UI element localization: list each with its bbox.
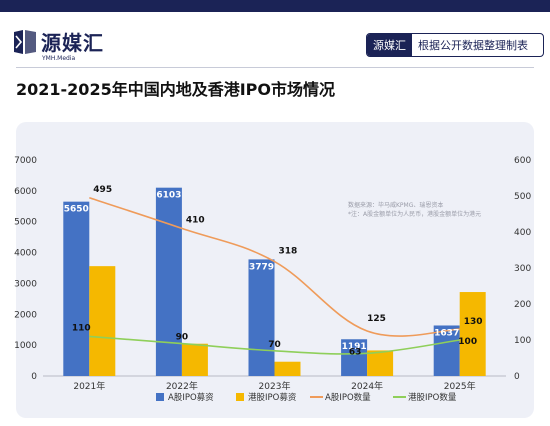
line-label-a-share-count: 410 [186, 215, 205, 225]
y-left-tick-label: 6000 [14, 187, 37, 197]
line-label-a-share-count: 130 [464, 317, 483, 327]
bar-label-a-share-fund: 6103 [156, 191, 181, 201]
y-right-tick-label: 500 [514, 192, 531, 202]
bar-a-share-fund [248, 259, 275, 376]
x-tick-label: 2023年 [259, 380, 291, 392]
y-left-tick-label: 3000 [14, 279, 37, 289]
line-label-hk-count: 100 [458, 337, 477, 347]
line-label-hk-count: 110 [72, 323, 91, 333]
bar-hk-fund [367, 350, 394, 376]
brand-logo: 源媒汇 YMH.Media [14, 27, 134, 67]
bar-a-share-fund [63, 201, 90, 376]
y-left-tick-label: 7000 [14, 156, 37, 166]
legend-label: 港股IPO募资 [248, 392, 297, 403]
y-left-tick-label: 5000 [14, 218, 37, 228]
badge-brand: 源媒汇 [367, 34, 412, 56]
bar-label-a-share-fund: 5650 [64, 205, 89, 215]
y-right-tick-label: 300 [514, 264, 531, 274]
legend-swatch [236, 393, 244, 401]
bar-label-a-share-fund: 1191 [342, 342, 367, 352]
bar-a-share-fund [155, 187, 182, 376]
bar-a-share-fund [341, 339, 368, 376]
logo-icon [14, 30, 36, 54]
x-tick-label: 2024年 [351, 380, 383, 392]
legend-label: A股IPO募资 [168, 392, 214, 403]
bar-hk-fund [274, 361, 301, 376]
bar-hk-fund [459, 292, 486, 376]
line-label-hk-count: 63 [349, 347, 362, 357]
brand-sub: YMH.Media [42, 55, 76, 62]
x-tick-label: 2021年 [73, 380, 105, 392]
y-left-tick-label: 0 [31, 372, 37, 382]
brand-name: 源媒汇 [41, 31, 104, 55]
chart-note: 数据来源：毕马威KPMG、瑞恩资本 [348, 201, 443, 209]
x-tick-label: 2025年 [444, 380, 476, 392]
badge-note: 根据公开数据整理制表 [418, 39, 528, 52]
bar-label-hk-fund: 1046 [182, 347, 207, 357]
bar-label-hk-fund: 829 [371, 353, 390, 363]
y-right-tick-label: 100 [514, 336, 531, 346]
y-right-tick-label: 0 [514, 372, 520, 382]
chart-note: *注：A股金额单位为人民币，港股金额单位为港元 [348, 210, 481, 218]
page-title: 2021-2025年中国内地及香港IPO市场情况 [16, 80, 335, 99]
y-left-tick-label: 2000 [14, 310, 37, 320]
bar-label-a-share-fund: 3779 [249, 262, 274, 272]
line-label-a-share-count: 495 [93, 185, 112, 195]
line-label-a-share-count: 125 [367, 314, 386, 324]
bar-hk-fund [181, 343, 208, 376]
y-right-tick-label: 600 [514, 156, 531, 166]
y-left-tick-label: 1000 [14, 341, 37, 351]
bar-hk-fund [89, 266, 116, 376]
bar-label-hk-fund: 2721 [460, 295, 485, 305]
legend-label: 港股IPO数量 [408, 392, 457, 403]
y-right-tick-label: 200 [514, 300, 531, 310]
bar-a-share-fund [433, 325, 460, 376]
line-label-hk-count: 90 [176, 333, 189, 343]
top-bar [0, 0, 550, 12]
bar-label-hk-fund: 463 [278, 365, 297, 375]
line-label-hk-count: 70 [268, 340, 281, 350]
y-left-tick-label: 4000 [14, 249, 37, 259]
bar-label-a-share-fund: 1637 [434, 328, 459, 338]
bar-label-hk-fund: 3560 [90, 269, 115, 279]
legend-swatch [156, 393, 164, 401]
line-label-a-share-count: 318 [279, 247, 298, 257]
legend-label: A股IPO数量 [325, 392, 371, 403]
source-badge: 源媒汇 根据公开数据整理制表 [366, 33, 544, 57]
header-divider [16, 67, 534, 68]
x-tick-label: 2022年 [166, 380, 198, 392]
y-right-tick-label: 400 [514, 228, 531, 238]
line-hk-count [89, 335, 460, 355]
line-a-share-count [89, 197, 460, 337]
